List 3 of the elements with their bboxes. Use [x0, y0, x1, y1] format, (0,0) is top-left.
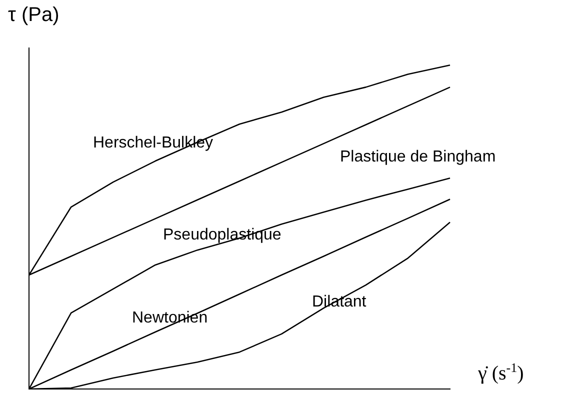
series-label: Plastique de Bingham [340, 148, 496, 166]
x-axis-title: γ̇ (s$^{-1}$) [478, 360, 524, 386]
y-axis-title: τ (Pa) [8, 4, 60, 27]
